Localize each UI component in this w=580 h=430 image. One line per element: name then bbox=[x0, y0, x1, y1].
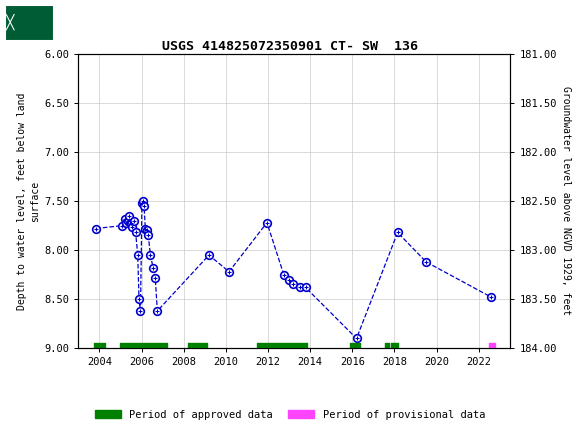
Text: USGS 414825072350901 CT- SW  136: USGS 414825072350901 CT- SW 136 bbox=[162, 40, 418, 53]
Bar bbox=[5, 4, 54, 41]
Text: USGS: USGS bbox=[57, 15, 104, 30]
Text: ╳: ╳ bbox=[6, 13, 14, 30]
Y-axis label: Groundwater level above NGVD 1929, feet: Groundwater level above NGVD 1929, feet bbox=[561, 86, 571, 316]
Y-axis label: Depth to water level, feet below land
surface: Depth to water level, feet below land su… bbox=[17, 92, 40, 310]
Legend: Period of approved data, Period of provisional data: Period of approved data, Period of provi… bbox=[92, 406, 488, 423]
